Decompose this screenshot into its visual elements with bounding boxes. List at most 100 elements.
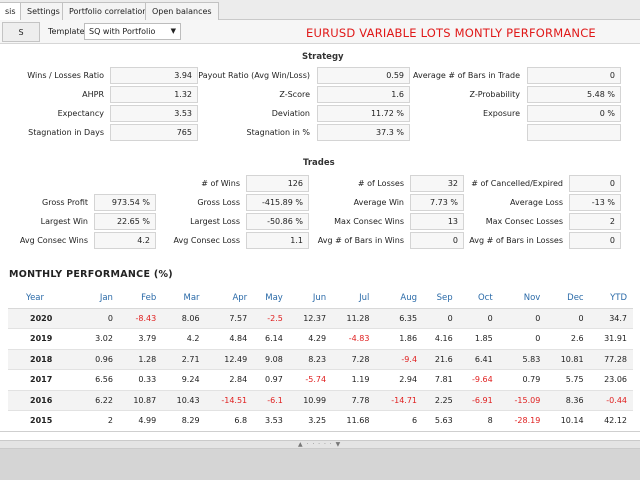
strategy-stat-label: Expectancy bbox=[57, 109, 104, 118]
chevron-down-icon: ▼ bbox=[170, 27, 176, 35]
strategy-stat-value: 1.6 bbox=[317, 86, 410, 103]
column-header: Year bbox=[8, 288, 84, 309]
month-value-cell: 11.68 bbox=[332, 410, 376, 432]
column-header: Jan bbox=[83, 288, 119, 309]
month-value-cell: 7.78 bbox=[332, 390, 376, 411]
column-header: Mar bbox=[162, 288, 206, 309]
month-value-cell: 10.43 bbox=[162, 390, 206, 411]
month-value-cell: 23.06 bbox=[589, 369, 633, 391]
strategy-stat-label: Payout Ratio (Avg Win/Loss) bbox=[198, 71, 310, 80]
strategy-stat-label: Average # of Bars in Trade bbox=[412, 71, 520, 80]
trades-stat-value: 32 bbox=[410, 175, 464, 192]
month-value-cell: 21.6 bbox=[423, 349, 459, 370]
month-value-cell: 42.12 bbox=[589, 410, 633, 432]
month-value-cell: -14.51 bbox=[205, 390, 254, 411]
tab-open-balances[interactable]: Open balances bbox=[145, 2, 219, 20]
month-value-cell: 3.79 bbox=[118, 328, 163, 350]
month-value-cell: -4.83 bbox=[332, 328, 376, 350]
strategy-stat-value: 3.53 bbox=[110, 105, 198, 122]
tab-portfolio-correlation[interactable]: Portfolio correlation bbox=[62, 2, 155, 20]
tab-settings[interactable]: Settings bbox=[20, 2, 67, 20]
month-value-cell: 6.41 bbox=[458, 349, 499, 370]
month-value-cell: 31.91 bbox=[589, 328, 633, 350]
month-value-cell: -8.43 bbox=[118, 308, 163, 329]
template-label: Template bbox=[48, 27, 85, 36]
column-header: Oct bbox=[458, 288, 499, 309]
trades-stat-value: -13 % bbox=[569, 194, 621, 211]
trades-stat-value: 0 bbox=[569, 232, 621, 249]
month-value-cell: 3.02 bbox=[83, 328, 119, 350]
panel-splitter[interactable]: ▲ · · · · · ▼ bbox=[0, 440, 640, 449]
month-value-cell: 5.63 bbox=[423, 410, 459, 432]
column-header: YTD bbox=[589, 288, 633, 309]
month-value-cell: 0 bbox=[83, 308, 119, 329]
month-value-cell: 6.8 bbox=[205, 410, 254, 432]
trades-stat-label: Largest Loss bbox=[190, 217, 240, 226]
trades-stat-label: # of Wins bbox=[201, 179, 240, 188]
month-value-cell: -0.44 bbox=[589, 390, 633, 411]
table-row: 2016 6.22 10.87 10.43 -14.51 -6.1 10.99 7.78 -14… bbox=[8, 390, 633, 411]
month-value-cell: 2.94 bbox=[375, 369, 424, 391]
trades-stat-label: Gross Loss bbox=[197, 198, 240, 207]
trades-stat-value: 2 bbox=[569, 213, 621, 230]
month-value-cell: 6 bbox=[375, 410, 424, 432]
template-select-value: SQ with Portfolio bbox=[89, 27, 156, 36]
bottom-panel bbox=[0, 449, 640, 480]
divider bbox=[0, 431, 640, 432]
column-header: Jul bbox=[332, 288, 376, 309]
month-value-cell: 8.06 bbox=[162, 308, 206, 329]
year-cell: 2020 bbox=[8, 308, 84, 329]
trades-stat-label: # of Cancelled/Expired bbox=[471, 179, 563, 188]
strategy-stat-label: Exposure bbox=[482, 109, 520, 118]
month-value-cell: 4.2 bbox=[162, 328, 206, 350]
month-value-cell: -14.71 bbox=[375, 390, 424, 411]
month-value-cell: 0.33 bbox=[118, 369, 163, 391]
table-row: 2018 0.96 1.28 2.71 12.49 9.08 8.23 7.28 -9.4 21.… bbox=[8, 349, 633, 370]
month-value-cell: 4.16 bbox=[423, 328, 459, 350]
month-value-cell: 34.7 bbox=[589, 308, 633, 329]
column-header: Sep bbox=[423, 288, 459, 309]
month-value-cell: 8 bbox=[458, 410, 499, 432]
trades-stat-value: 4.2 bbox=[94, 232, 156, 249]
month-value-cell: -9.4 bbox=[375, 349, 424, 370]
toolbar: S Template SQ with Portfolio ▼ bbox=[0, 20, 640, 44]
month-value-cell: 0 bbox=[546, 308, 590, 329]
monthly-performance-title: MONTHLY PERFORMANCE (%) bbox=[9, 269, 173, 280]
trades-stat-label: Average Loss bbox=[510, 198, 563, 207]
month-value-cell: 10.81 bbox=[546, 349, 590, 370]
report-title: EURUSD VARIABLE LOTS MONTLY PERFORMANCE bbox=[306, 26, 596, 40]
trades-stat-label: Largest Win bbox=[40, 217, 88, 226]
month-value-cell: 0 bbox=[498, 328, 547, 350]
month-value-cell: -5.74 bbox=[288, 369, 333, 391]
month-value-cell: 11.28 bbox=[332, 308, 376, 329]
trades-stat-value: 0 bbox=[410, 232, 464, 249]
month-value-cell: 7.57 bbox=[205, 308, 254, 329]
month-value-cell: 9.24 bbox=[162, 369, 206, 391]
trades-stat-label: Avg # of Bars in Losses bbox=[469, 236, 563, 245]
s-button[interactable]: S bbox=[2, 22, 40, 42]
month-value-cell: 2.25 bbox=[423, 390, 459, 411]
trades-stat-value: 973.54 % bbox=[94, 194, 156, 211]
year-cell: 2017 bbox=[8, 369, 84, 391]
month-value-cell: 1.19 bbox=[332, 369, 376, 391]
month-value-cell: -2.5 bbox=[253, 308, 289, 329]
month-value-cell: 2.84 bbox=[205, 369, 254, 391]
template-select[interactable]: SQ with Portfolio ▼ bbox=[84, 23, 181, 40]
month-value-cell: 8.29 bbox=[162, 410, 206, 432]
strategy-stat-label: Deviation bbox=[271, 109, 310, 118]
strategy-stat-value: 765 bbox=[110, 124, 198, 141]
month-value-cell: 4.99 bbox=[118, 410, 163, 432]
table-row: 2019 3.02 3.79 4.2 4.84 6.14 4.29 -4.83 1.86 4.16… bbox=[8, 328, 633, 350]
month-value-cell: 6.56 bbox=[83, 369, 119, 391]
strategy-stat-value: 3.94 bbox=[110, 67, 198, 84]
month-value-cell: 10.99 bbox=[288, 390, 333, 411]
trades-stat-value: 126 bbox=[246, 175, 309, 192]
month-value-cell: 0.79 bbox=[498, 369, 547, 391]
trades-stat-label: Max Consec Wins bbox=[334, 217, 404, 226]
strategy-stat-value: 0 bbox=[527, 67, 621, 84]
trades-stat-label: Avg # of Bars in Wins bbox=[317, 236, 404, 245]
year-cell: 2019 bbox=[8, 328, 84, 350]
month-value-cell: 1.28 bbox=[118, 349, 163, 370]
trades-stat-value: 1.1 bbox=[246, 232, 309, 249]
trades-stat-value: 13 bbox=[410, 213, 464, 230]
